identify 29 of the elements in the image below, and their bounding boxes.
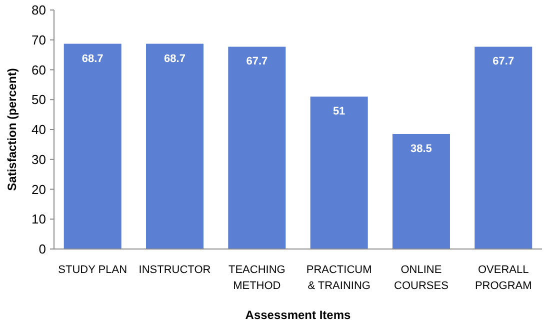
y-tick-label: 40 [32,122,46,138]
x-tick-label: OVERALL PROGRAM [474,264,532,292]
x-tick-label: PRACTICUM & TRAINING [306,264,372,292]
data-label: 68.7 [164,52,186,65]
y-tick-label: 30 [32,152,46,167]
x-tick-label: INSTRUCTOR [138,264,211,276]
bar [392,134,450,249]
x-tick-label: STUDY PLAN [58,264,128,276]
bar [310,96,368,249]
y-tick-label: 80 [32,2,46,18]
data-label: 68.7 [82,52,104,65]
x-axis-title: Assessment Items [245,308,352,322]
y-tick-label: 60 [32,62,46,78]
data-label: 38.5 [410,142,432,155]
x-tick-label: ONLINE COURSES [394,264,448,292]
y-tick-label: 0 [38,242,46,257]
bar [474,46,532,249]
y-tick-label: 20 [32,182,46,197]
x-tick-label: TEACHING METHOD [228,264,286,292]
bar [64,44,122,249]
y-tick-label: 50 [32,92,46,108]
y-tick-label: 70 [32,32,46,48]
bar [228,46,286,249]
y-tick-label: 10 [32,212,46,227]
data-label: 67.7 [246,56,268,68]
data-label: 51 [332,106,346,118]
data-label: 67.7 [492,56,514,68]
y-axis-title: Satisfaction (percent) [5,68,19,191]
bar [146,44,204,249]
